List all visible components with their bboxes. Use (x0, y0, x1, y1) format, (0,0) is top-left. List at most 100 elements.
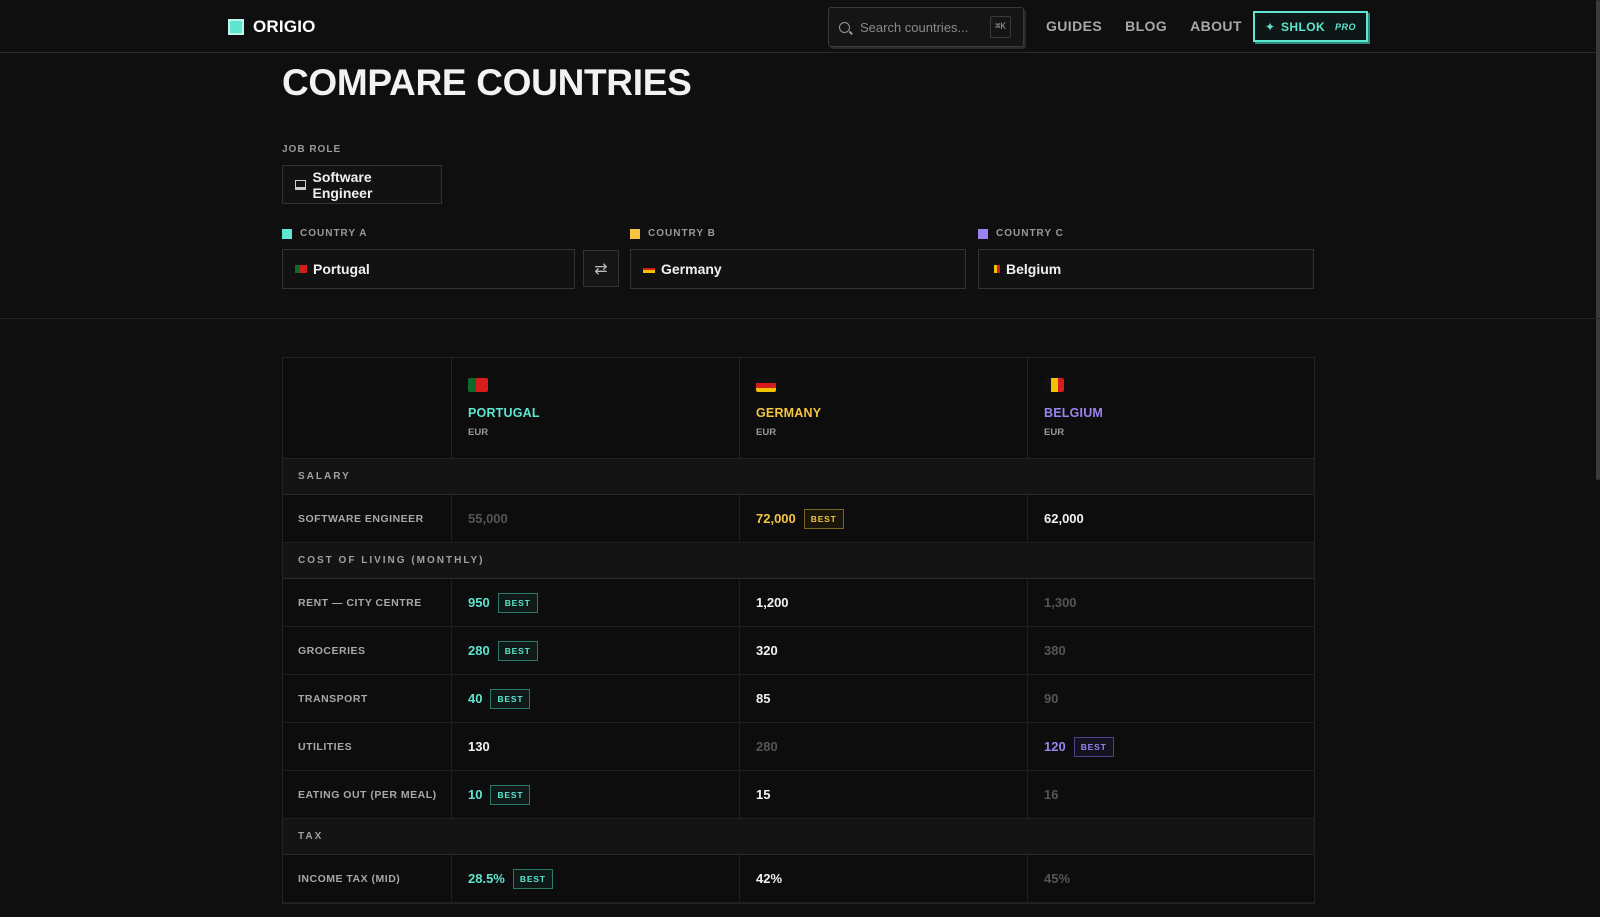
nav-link-blog[interactable]: BLOG (1125, 18, 1168, 34)
value: 130 (468, 739, 490, 754)
country-a-label: COUNTRY A (282, 228, 368, 239)
germany-flag-icon (643, 265, 655, 274)
search-box[interactable]: ⌘K (828, 7, 1024, 47)
best-badge: BEST (497, 640, 538, 661)
portugal-flag-icon (468, 378, 488, 392)
best-badge: BEST (497, 592, 538, 613)
brand-logo[interactable]: ORIGIO (228, 17, 316, 37)
value: 72,000 (756, 511, 796, 526)
value-cell: 55,000 (451, 495, 739, 542)
page-title: COMPARE COUNTRIES (282, 62, 692, 103)
value-cell: 28.5% BEST (451, 855, 739, 902)
value-cell: 62,000 (1027, 495, 1314, 542)
swap-arrows-icon: ⇄ (594, 260, 608, 278)
main-nav: GUIDES BLOG ABOUT (1046, 18, 1242, 34)
group-header-cost-of-living: COST OF LIVING (MONTHLY) (283, 543, 1314, 579)
germany-flag-icon (756, 378, 776, 392)
value: 45% (1044, 871, 1071, 886)
country-a-swatch (282, 228, 292, 239)
country-b-label-text: COUNTRY B (648, 228, 716, 239)
value-cell: 120 BEST (1027, 723, 1314, 770)
value: 28.5% (468, 871, 505, 886)
pro-badge: PRO (1335, 21, 1357, 32)
table-row: TRANSPORT 40 BEST 85 90 (283, 675, 1314, 723)
row-label: EATING OUT (PER MEAL) (298, 788, 437, 801)
best-badge: BEST (490, 688, 531, 709)
brand-name: ORIGIO (253, 17, 316, 36)
nav-link-about[interactable]: ABOUT (1190, 18, 1242, 34)
value-cell: 42% (739, 855, 1027, 902)
value-cell: 280 BEST (451, 627, 739, 674)
value-cell: 45% (1027, 855, 1314, 902)
column-name-portugal: PORTUGAL (468, 406, 540, 420)
value: 120 (1044, 739, 1066, 754)
value: 280 (756, 739, 778, 754)
value: 1,300 (1044, 595, 1077, 610)
search-icon (839, 21, 850, 33)
column-name-germany: GERMANY (756, 406, 822, 420)
top-navigation: ORIGIO ⌘K GUIDES BLOG ABOUT ✦ SHLOK PRO (0, 0, 1600, 53)
table-row: RENT — CITY CENTRE 950 BEST 1,200 1,300 (283, 579, 1314, 627)
section-divider (0, 318, 1600, 319)
value-cell: 72,000 BEST (739, 495, 1027, 542)
currency-portugal: EUR (468, 427, 489, 438)
country-b-value: Germany (661, 261, 722, 277)
value-cell: 1,300 (1027, 579, 1314, 626)
value-cell: 85 (739, 675, 1027, 722)
value-cell: 130 (451, 723, 739, 770)
row-label: INCOME TAX (MID) (298, 872, 401, 885)
value-cell: 90 (1027, 675, 1314, 722)
portugal-flag-icon (295, 265, 307, 273)
header-portugal: PORTUGAL EUR (451, 358, 739, 458)
best-badge: BEST (803, 508, 844, 529)
country-c-swatch (978, 228, 988, 239)
page-scrollbar[interactable] (1596, 0, 1600, 480)
currency-germany: EUR (756, 427, 777, 438)
table-row: EATING OUT (PER MEAL) 10 BEST 15 16 (283, 771, 1314, 819)
country-c-label: COUNTRY C (978, 228, 1064, 239)
logo-square-icon (228, 19, 244, 35)
group-header-tax: TAX (283, 819, 1314, 855)
value-cell: 380 (1027, 627, 1314, 674)
currency-belgium: EUR (1044, 427, 1065, 438)
value: 1,200 (756, 595, 789, 610)
best-badge: BEST (490, 784, 531, 805)
row-label: RENT — CITY CENTRE (298, 596, 422, 609)
column-name-belgium: BELGIUM (1044, 406, 1104, 420)
country-a-label-text: COUNTRY A (300, 228, 368, 239)
country-b-swatch (630, 228, 640, 239)
row-label: UTILITIES (298, 740, 353, 753)
search-input[interactable] (858, 18, 982, 36)
job-role-value: Software Engineer (312, 168, 373, 201)
nav-link-guides[interactable]: GUIDES (1046, 18, 1103, 34)
pro-user-name: SHLOK (1281, 19, 1326, 34)
value: 950 (468, 595, 490, 610)
value: 42% (756, 871, 783, 886)
country-b-label: COUNTRY B (630, 228, 716, 239)
best-badge: BEST (512, 868, 553, 889)
job-role-label-text: JOB ROLE (282, 144, 342, 155)
value-cell: 280 (739, 723, 1027, 770)
pro-account-button[interactable]: ✦ SHLOK PRO (1253, 11, 1368, 42)
value: 10 (468, 787, 483, 802)
country-b-select[interactable]: Germany (630, 249, 966, 289)
country-c-value: Belgium (1006, 261, 1062, 277)
value-cell: 950 BEST (451, 579, 739, 626)
country-c-select[interactable]: Belgium (978, 249, 1314, 289)
country-a-select[interactable]: Portugal (282, 249, 575, 289)
table-row: GROCERIES 280 BEST 320 380 (283, 627, 1314, 675)
job-role-select[interactable]: Software Engineer (282, 165, 442, 204)
table-row: UTILITIES 130 280 120 BEST (283, 723, 1314, 771)
value-cell: 1,200 (739, 579, 1027, 626)
value: 320 (756, 643, 778, 658)
value: 85 (756, 691, 771, 706)
value-cell: 320 (739, 627, 1027, 674)
value: 90 (1044, 691, 1059, 706)
swap-countries-button[interactable]: ⇄ (583, 250, 619, 287)
row-label: TRANSPORT (298, 692, 368, 705)
country-a-value: Portugal (313, 261, 370, 277)
header-belgium: BELGIUM EUR (1027, 358, 1314, 458)
row-label: GROCERIES (298, 644, 366, 657)
group-header-salary: SALARY (283, 459, 1314, 495)
search-shortcut-hint: ⌘K (990, 16, 1011, 38)
